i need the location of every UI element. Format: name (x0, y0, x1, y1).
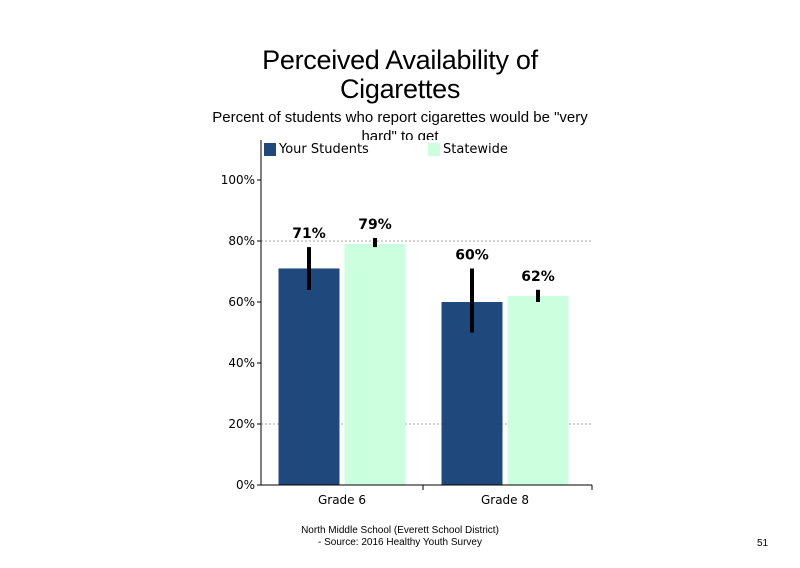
legend-swatch-statewide (428, 142, 440, 156)
footer: North Middle School (Everett School Dist… (250, 525, 550, 549)
legend-swatch-your-students (264, 142, 276, 156)
y-tick-label: 100% (221, 173, 255, 187)
chart-title: Perceived Availability of Cigarettes (262, 45, 538, 104)
data-label: 62% (521, 269, 555, 285)
legend-item-your-students: Your Students (264, 140, 369, 158)
legend-item-statewide: Statewide (428, 140, 508, 158)
page-number: 51 (757, 538, 769, 549)
x-category-label: Grade 6 (318, 493, 366, 507)
y-tick-label: 80% (228, 234, 255, 248)
data-label: 79% (358, 217, 392, 233)
bar-statewide-grade-8 (507, 295, 569, 485)
data-label: 60% (455, 247, 489, 263)
legend: Your Students Statewide (264, 140, 604, 158)
footer-source: - Source: 2016 Healthy Youth Survey (318, 537, 482, 548)
legend-label-statewide: Statewide (443, 141, 508, 157)
bar-statewide-grade-6 (344, 244, 406, 485)
data-label: 71% (292, 226, 326, 242)
legend-label-your-students: Your Students (279, 141, 369, 157)
y-tick-label: 20% (228, 417, 255, 431)
footer-school: North Middle School (Everett School Dist… (301, 525, 499, 536)
y-tick-label: 40% (228, 356, 255, 370)
y-tick-label: 0% (236, 478, 255, 492)
y-tick-label: 60% (228, 295, 255, 309)
x-category-label: Grade 8 (481, 493, 529, 507)
chart-subtitle: Percent of students who report cigarette… (212, 109, 588, 140)
bar-your-students-grade-6 (278, 268, 340, 485)
